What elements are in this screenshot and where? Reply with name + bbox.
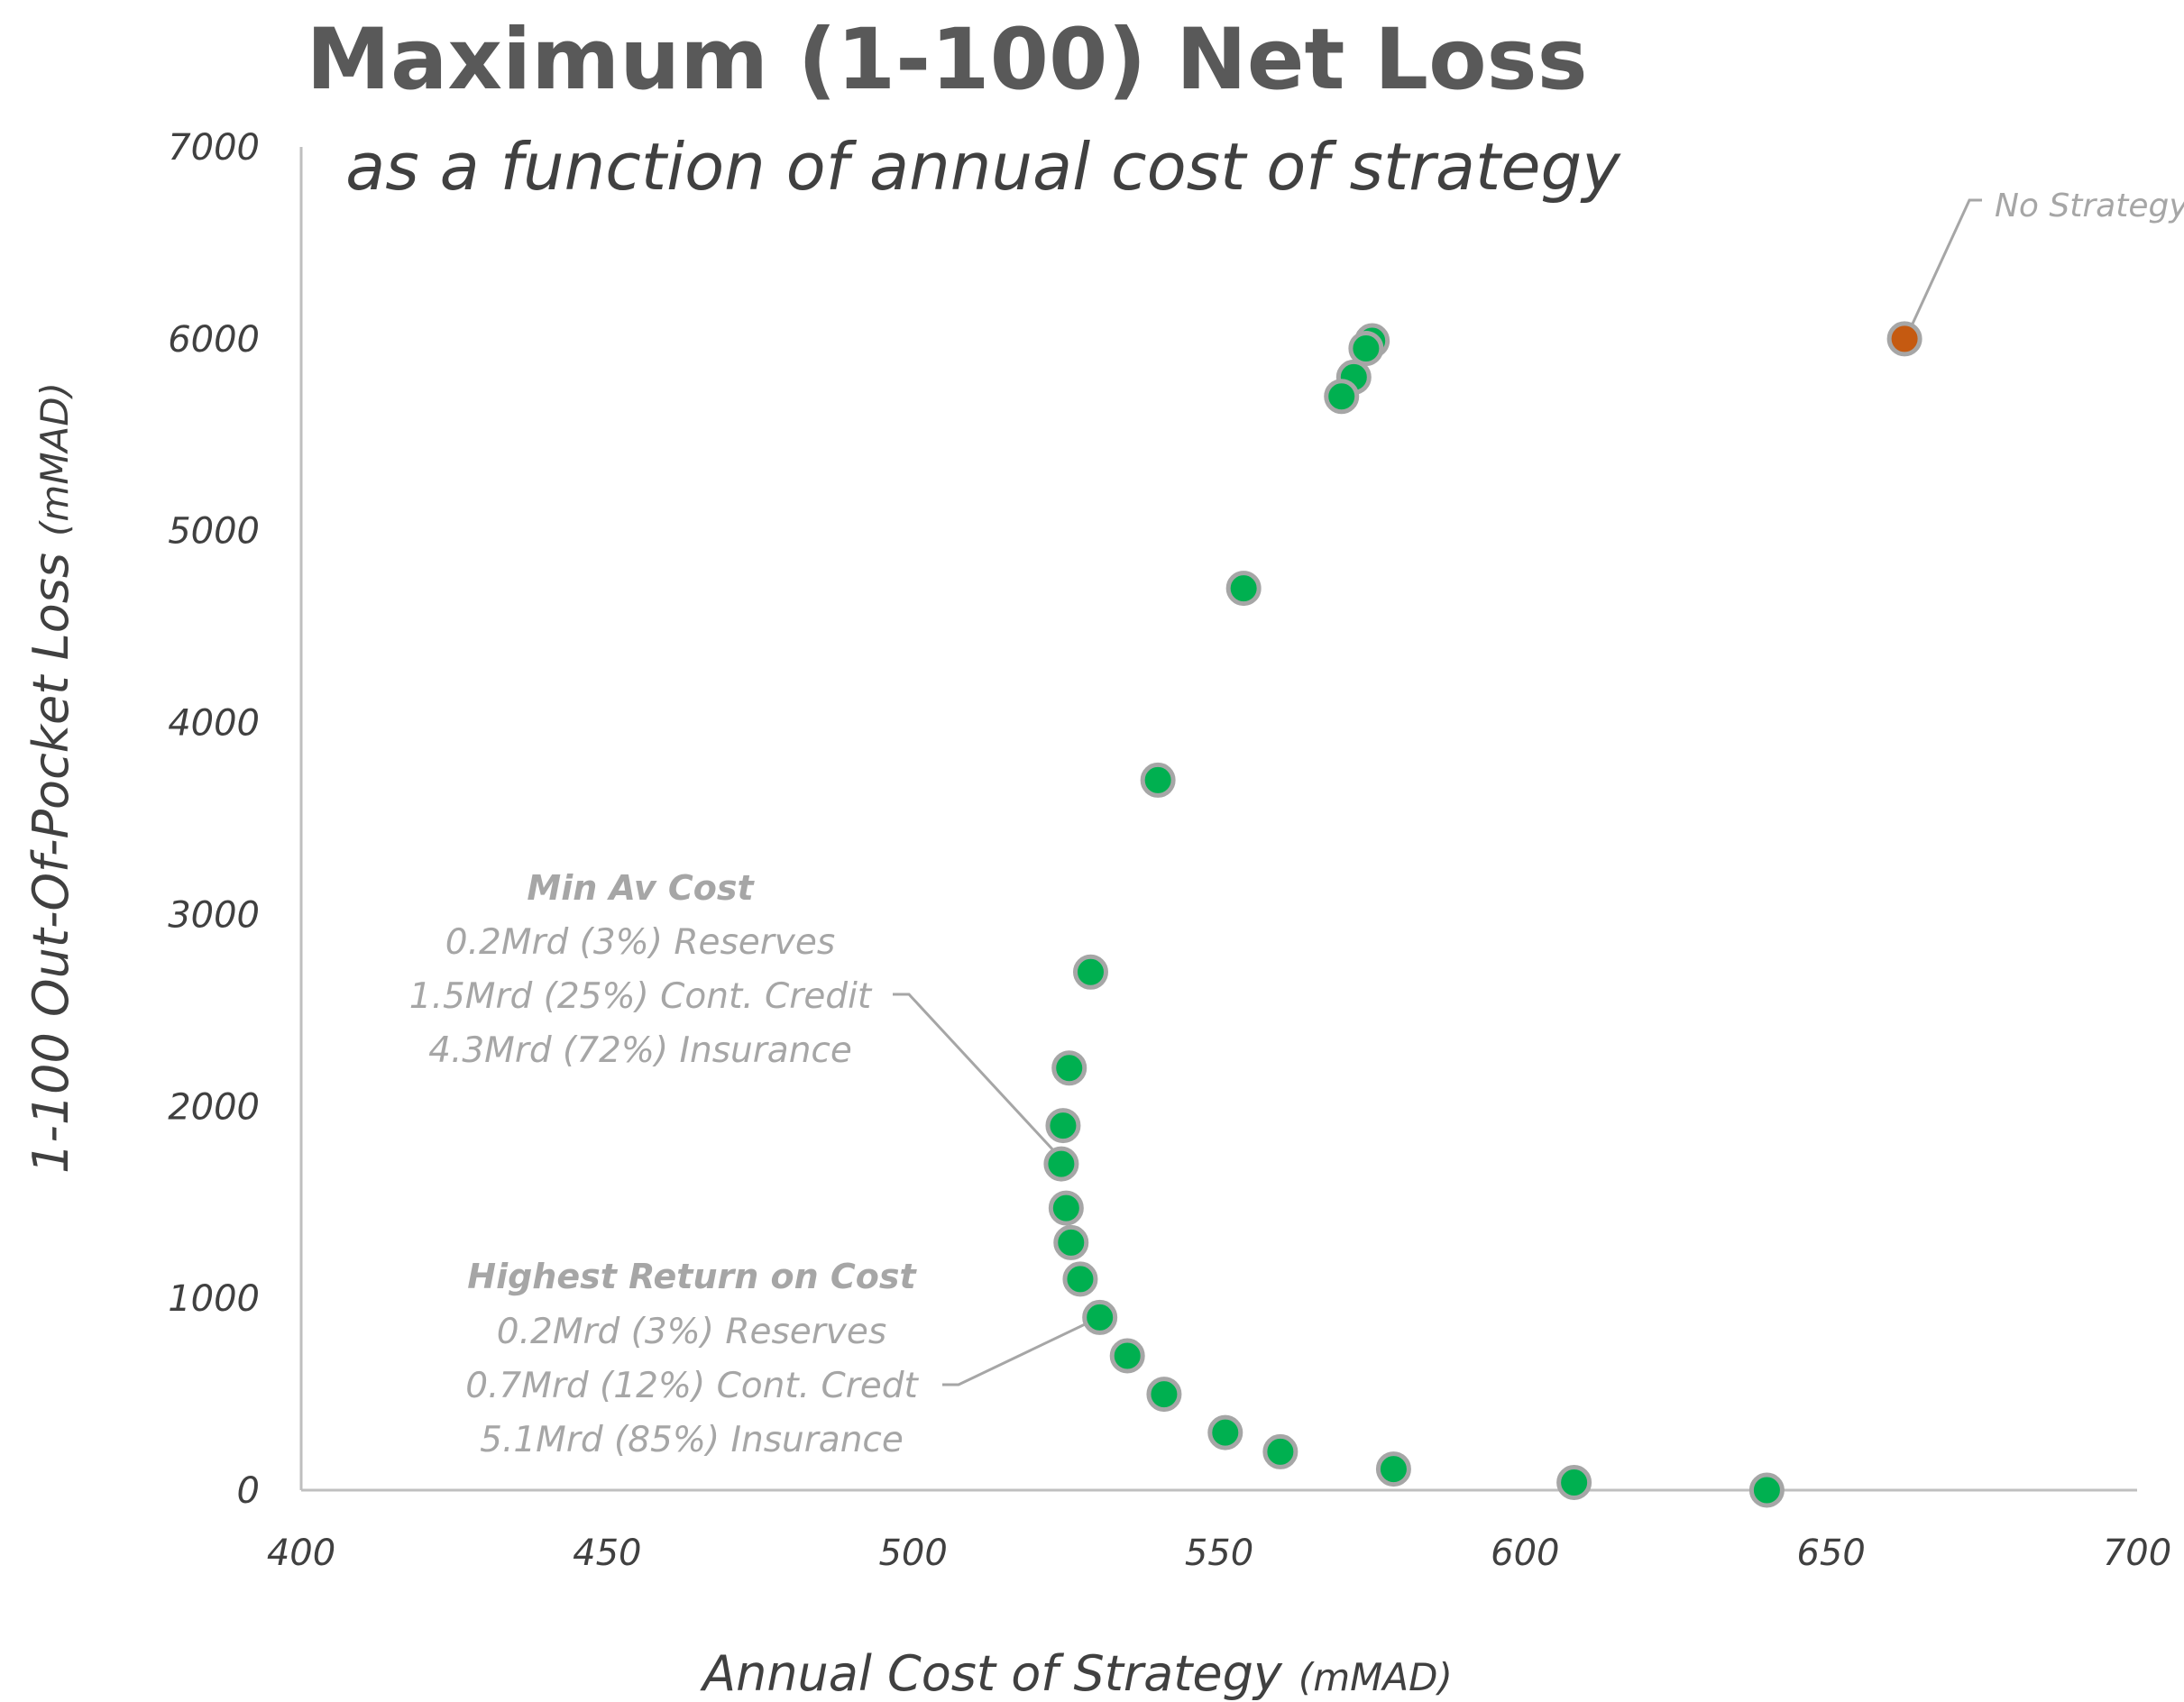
strategy-point: [1556, 1464, 1592, 1500]
strategy-point: [1082, 1299, 1118, 1335]
x-tick-label: 650: [1796, 1533, 1865, 1574]
x-tick-labels: 400 450 500 550 600 650 700: [267, 1533, 2171, 1574]
chart-title: Maximum (1-100) Net Loss: [306, 11, 1587, 109]
strategy-point: [1043, 1146, 1079, 1182]
y-tick-label: 3000: [168, 894, 260, 936]
x-tick-label: 400: [267, 1533, 335, 1574]
leader-line-no-strategy: [1906, 198, 1982, 334]
strategy-point: [1048, 1190, 1084, 1226]
x-tick-label: 500: [878, 1533, 947, 1574]
annotation-line-reserves: 0.2Mrd (3%) Reserves: [445, 922, 835, 963]
y-axis-label: 1-100 Out-Of-Pocket Loss: [23, 553, 79, 1174]
strategy-point: [1207, 1414, 1243, 1450]
annotation-line-insurance: 4.3Mrd (72%) Insurance: [428, 1030, 852, 1071]
strategy-point: [1062, 1261, 1098, 1297]
y-tick-label: 4000: [168, 703, 260, 745]
annotation-heading-min-av-cost: Min Av Cost: [527, 868, 755, 908]
data-points: [1043, 321, 1922, 1508]
annotation-highest-return: Highest Return on Cost 0.2Mrd (3%) Reser…: [465, 1257, 1103, 1460]
y-axis-title: 1-100 Out-Of-Pocket Loss (mMAD): [23, 382, 79, 1174]
annotation-line-insurance: 5.1Mrd (85%) Insurance: [480, 1420, 904, 1460]
x-tick-label: 450: [573, 1533, 641, 1574]
strategy-point: [1748, 1472, 1785, 1508]
strategy-point: [1375, 1451, 1411, 1487]
y-tick-label: 2000: [168, 1086, 260, 1128]
x-tick-label: 600: [1491, 1533, 1559, 1574]
strategy-point: [1109, 1338, 1145, 1374]
leader-line-highest-return: [942, 1314, 1103, 1386]
x-tick-label: 700: [2103, 1533, 2171, 1574]
y-tick-label: 1000: [168, 1278, 260, 1320]
strategy-point: [1072, 954, 1108, 990]
strategy-point: [1051, 1050, 1087, 1086]
annotation-heading-no-strategy: No Strategy: [1995, 188, 2184, 224]
strategy-point: [1324, 379, 1360, 415]
x-axis-unit: (mMAD): [1298, 1655, 1453, 1699]
strategy-point: [1146, 1377, 1182, 1413]
x-tick-label: 550: [1185, 1533, 1253, 1574]
annotation-heading-highest-return: Highest Return on Cost: [467, 1257, 917, 1296]
strategy-point: [1140, 762, 1176, 798]
y-tick-label: 0: [237, 1470, 260, 1512]
leader-line-min-av-cost: [893, 993, 1069, 1167]
y-tick-labels: 0 1000 2000 3000 4000 5000 6000 7000: [168, 127, 260, 1512]
x-axis-title: Annual Cost of Strategy (mMAD): [700, 1645, 1453, 1702]
annotation-no-strategy: No Strategy: [1906, 188, 2184, 334]
annotation-line-cont-credit: 1.5Mrd (25%) Cont. Credit: [409, 976, 873, 1017]
y-tick-label: 6000: [168, 319, 260, 361]
y-axis-unit: (mMAD): [32, 382, 77, 536]
annotation-min-av-cost: Min Av Cost 0.2Mrd (3%) Reserves 1.5Mrd …: [409, 868, 1069, 1167]
strategy-point: [1348, 331, 1384, 366]
chart-subtitle: as a function of annual cost of strategy: [345, 129, 1621, 205]
strategy-point: [1045, 1108, 1081, 1144]
y-tick-label: 5000: [168, 511, 260, 553]
annotation-line-reserves: 0.2Mrd (3%) Reserves: [497, 1312, 886, 1352]
strategy-point: [1262, 1433, 1298, 1469]
strategy-point: [1053, 1224, 1089, 1260]
annotation-line-cont-credit: 0.7Mrd (12%) Cont. Credt: [465, 1366, 919, 1406]
strategy-point: [1225, 571, 1262, 607]
no-strategy-point: [1886, 321, 1922, 357]
y-tick-label: 7000: [168, 127, 260, 169]
x-axis-label: Annual Cost of Strategy: [700, 1645, 1283, 1702]
